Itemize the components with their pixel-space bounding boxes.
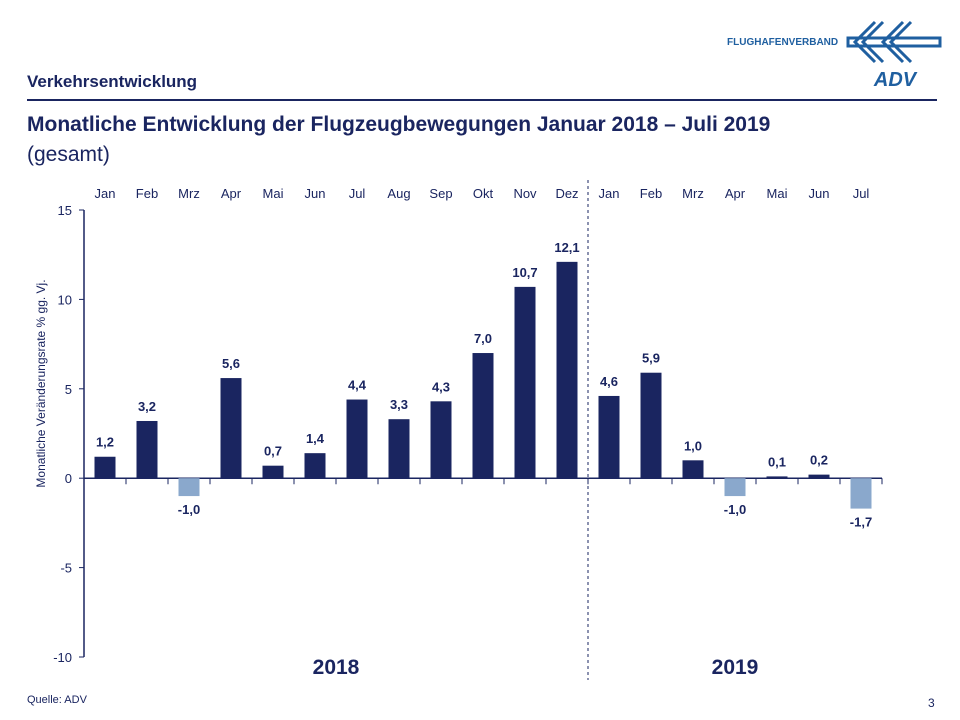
brand-name: FLUGHAFENVERBAND	[727, 37, 839, 48]
bar	[94, 456, 116, 479]
x-tick-label: Mrz	[682, 186, 704, 201]
bar	[262, 465, 284, 479]
y-tick-label: 0	[65, 471, 72, 486]
y-tick-label: 5	[65, 382, 72, 397]
data-label: 4,6	[600, 374, 618, 389]
x-tick-label: Okt	[473, 186, 494, 201]
data-label: 0,7	[264, 444, 282, 459]
x-tick-label: Jan	[95, 186, 116, 201]
data-label: 3,3	[390, 397, 408, 412]
chart-title: Monatliche Entwicklung der Flugzeugbeweg…	[27, 113, 771, 136]
data-label: 12,1	[554, 240, 579, 255]
bar	[136, 420, 158, 479]
x-tick-label: Apr	[221, 186, 242, 201]
page-number: 3	[928, 696, 935, 710]
data-label: 1,0	[684, 438, 702, 453]
data-label: -1,7	[850, 515, 872, 530]
data-label: 0,2	[810, 453, 828, 468]
svg-text:ADV: ADV	[873, 69, 918, 90]
x-tick-label: Jun	[305, 186, 326, 201]
x-tick-label: Feb	[136, 186, 158, 201]
y-axis-label: Monatliche Veränderungsrate % gg. Vj.	[34, 279, 48, 487]
bar	[304, 453, 326, 479]
adv-logo: ADV	[846, 20, 942, 90]
section-heading: Verkehrsentwicklung	[27, 72, 198, 91]
data-label: 10,7	[512, 265, 537, 280]
x-tick-label: Jun	[809, 186, 830, 201]
x-tick-label: Feb	[640, 186, 662, 201]
data-label: 4,3	[432, 379, 450, 394]
source-note: Quelle: ADV	[27, 694, 87, 706]
bar	[598, 395, 620, 479]
bar	[640, 372, 662, 479]
bar	[682, 460, 704, 479]
x-tick-label: Sep	[429, 186, 452, 201]
y-tick-label: -5	[60, 561, 72, 576]
chart-subtitle: (gesamt)	[27, 143, 110, 166]
y-tick-label: -10	[53, 650, 72, 665]
bar	[808, 474, 830, 479]
x-tick-label: Aug	[387, 186, 410, 201]
x-tick-label: Jul	[349, 186, 366, 201]
data-label: -1,0	[178, 502, 200, 517]
bar	[388, 419, 410, 479]
x-tick-label: Mai	[767, 186, 788, 201]
data-label: 1,2	[96, 435, 114, 450]
bar	[220, 378, 242, 479]
data-label: 3,2	[138, 399, 156, 414]
bar	[346, 399, 368, 479]
x-tick-label: Nov	[513, 186, 537, 201]
bar	[556, 261, 578, 479]
bar	[724, 478, 746, 497]
y-tick-label: 10	[58, 292, 72, 307]
group-label: 2018	[313, 656, 360, 679]
data-label: 0,1	[768, 454, 786, 469]
data-label: 5,9	[642, 351, 660, 366]
bar	[766, 476, 788, 479]
x-tick-label: Mai	[263, 186, 284, 201]
bar	[472, 353, 494, 479]
x-tick-label: Dez	[555, 186, 578, 201]
x-tick-label: Mrz	[178, 186, 200, 201]
group-label: 2019	[712, 656, 759, 679]
x-tick-label: Jul	[853, 186, 870, 201]
data-label: 1,4	[306, 431, 325, 446]
data-label: -1,0	[724, 502, 746, 517]
bar	[850, 478, 872, 509]
divider	[27, 99, 937, 101]
bar	[178, 478, 200, 497]
bar	[514, 286, 536, 479]
y-tick-label: 15	[58, 203, 72, 218]
data-label: 5,6	[222, 356, 240, 371]
x-tick-label: Jan	[599, 186, 620, 201]
data-label: 4,4	[348, 378, 367, 393]
data-label: 7,0	[474, 331, 492, 346]
bar	[430, 401, 452, 479]
x-tick-label: Apr	[725, 186, 746, 201]
